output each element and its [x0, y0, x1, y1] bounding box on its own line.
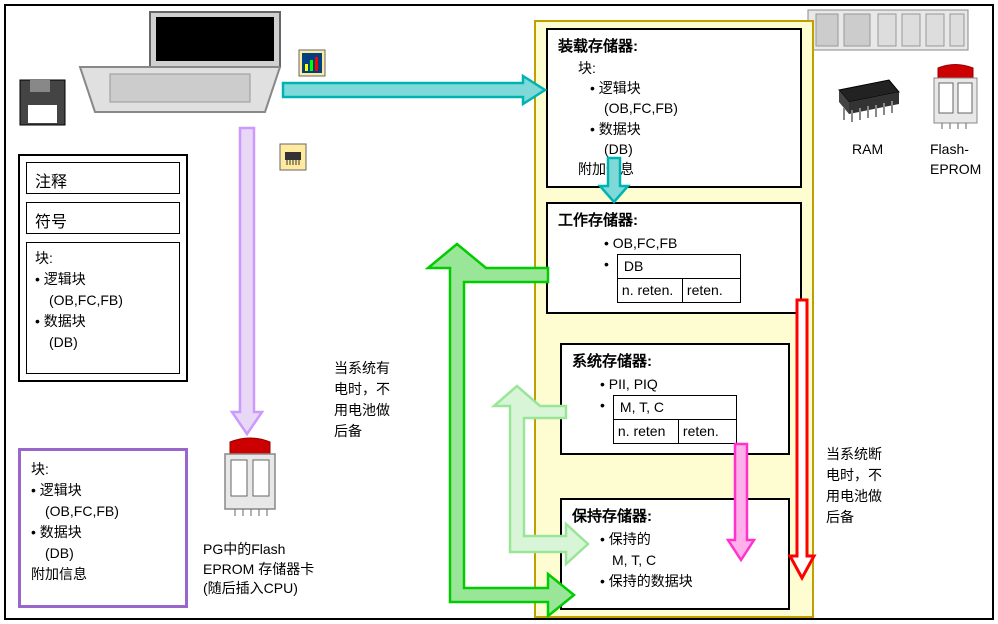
- wm-nreten: n. reten.: [617, 279, 683, 303]
- wm-bullet: •: [604, 254, 609, 275]
- nr4: 后备: [826, 507, 882, 528]
- nr2: 电时，不: [826, 465, 882, 486]
- annotation-item2: 符号: [35, 214, 67, 231]
- purple-arrow-down: [232, 128, 262, 436]
- retain-memory-box: 保持存储器: • 保持的 M, T, C • 保持的数据块: [560, 498, 790, 610]
- fel1: PG中的Flash: [203, 540, 314, 560]
- teal-arrow: [283, 76, 547, 106]
- annotation-item1: 注释: [35, 174, 67, 191]
- lightgreen-u-arrow: [494, 398, 594, 566]
- nm4: 后备: [334, 421, 390, 442]
- flash-eprom-label: PG中的Flash EPROM 存储器卡 (随后插入CPU): [203, 540, 314, 599]
- lm-block-title: 块:: [558, 58, 790, 78]
- nr1: 当系统断: [826, 444, 882, 465]
- teal-arrow-small: [600, 158, 628, 204]
- sm-nreten: n. reten: [613, 420, 679, 444]
- system-memory-box: 系统存储器: • PII, PIQ • M, T, C n. reten ret…: [560, 343, 790, 455]
- wm-db: DB: [617, 254, 741, 279]
- flash-eprom-right-label: Flash- EPROM: [930, 140, 981, 179]
- load-mem-title: 装载存储器:: [558, 36, 790, 58]
- ram-label: RAM: [852, 140, 883, 160]
- lm-data: • 数据块: [558, 119, 790, 139]
- lm-extra: 附加信息: [558, 159, 790, 179]
- block-data-detail: (DB): [35, 332, 171, 353]
- wm-item1: • OB,FC,FB: [558, 233, 790, 254]
- annotation-box: 注释 符号 块: • 逻辑块 (OB,FC,FB) • 数据块 (DB): [18, 154, 188, 382]
- sm-reten: reten.: [679, 420, 737, 444]
- block-title: 块:: [35, 248, 171, 269]
- lm-data-detail: (DB): [558, 139, 790, 159]
- annotation-block-cell: 块: • 逻辑块 (OB,FC,FB) • 数据块 (DB): [26, 242, 180, 374]
- work-mem-title: 工作存储器:: [558, 210, 790, 233]
- pblock-logic-detail: (OB,FC,FB): [31, 501, 175, 522]
- chip-small-icon: [280, 144, 306, 170]
- note-middle: 当系统有 电时，不 用电池做 后备: [334, 358, 390, 442]
- wm-reten: reten.: [683, 279, 741, 303]
- block-logic-detail: (OB,FC,FB): [35, 290, 171, 311]
- pblock-data: • 数据块: [31, 522, 175, 543]
- pblock-title: 块:: [31, 459, 175, 480]
- lm-logic: • 逻辑块: [558, 78, 790, 98]
- rm-item2: • 保持的数据块: [572, 571, 778, 592]
- annotation-item1-cell: 注释: [26, 162, 180, 194]
- lm-logic-detail: (OB,FC,FB): [558, 98, 790, 118]
- work-memory-box: 工作存储器: • OB,FC,FB • DB n. reten. reten.: [546, 202, 802, 314]
- ram-chip-icon: [834, 80, 904, 130]
- nm3: 用电池做: [334, 400, 390, 421]
- plc-rack-icon: [808, 0, 968, 62]
- sm-item1: • PII, PIQ: [572, 374, 778, 395]
- sm-bullet: •: [600, 395, 605, 416]
- red-arrow-down: [790, 300, 814, 580]
- fel3: (随后插入CPU): [203, 579, 314, 599]
- fel2: EPROM 存储器卡: [203, 560, 314, 580]
- nm2: 电时，不: [334, 379, 390, 400]
- nr3: 用电池做: [826, 486, 882, 507]
- sys-mem-title: 系统存储器:: [572, 351, 778, 374]
- floppy-icon: [20, 80, 65, 125]
- laptop-icon: [80, 12, 280, 122]
- pblock-logic: • 逻辑块: [31, 480, 175, 501]
- purple-block-box: 块: • 逻辑块 (OB,FC,FB) • 数据块 (DB) 附加信息: [18, 448, 188, 608]
- flash-eprom-right-icon: [928, 68, 983, 133]
- annotation-item2-cell: 符号: [26, 202, 180, 234]
- block-data: • 数据块: [35, 311, 171, 332]
- block-logic: • 逻辑块: [35, 269, 171, 290]
- nm1: 当系统有: [334, 358, 390, 379]
- magenta-arrow-down: [728, 444, 754, 562]
- load-memory-box: 装载存储器: 块: • 逻辑块 (OB,FC,FB) • 数据块 (DB) 附加…: [546, 28, 802, 188]
- sm-mtc: M, T, C: [613, 395, 737, 420]
- note-right: 当系统断 电时，不 用电池做 后备: [826, 444, 882, 528]
- pblock-data-detail: (DB): [31, 543, 175, 564]
- flash-eprom-card-icon: [215, 442, 285, 522]
- chart-icon: [299, 50, 325, 76]
- pblock-extra: 附加信息: [31, 564, 175, 585]
